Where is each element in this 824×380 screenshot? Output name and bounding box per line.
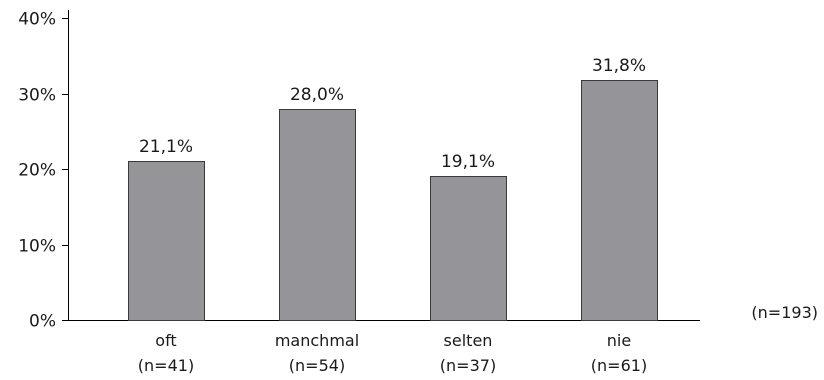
total-count-note: (n=193) [751,303,818,322]
category-label-oft: oft [155,331,176,350]
category-count-selten: (n=37) [440,356,496,375]
bar-selten [430,176,507,321]
labels: 21,1% oft (n=41) 28,0% manchmal (n=54) 19,1% se… [138,56,647,375]
value-label-manchmal: 28,0% [290,85,344,105]
y-tick-label: 0% [29,312,56,332]
category-count-oft: (n=41) [138,356,194,375]
value-label-nie: 31,8% [592,56,646,76]
category-label-nie: nie [607,331,631,350]
y-tick-label: 40% [18,10,56,30]
value-label-oft: 21,1% [139,137,193,157]
bar-manchmal [279,109,356,321]
bar-nie [581,80,658,321]
y-tick-label: 10% [18,237,56,257]
bars [128,80,658,321]
category-count-nie: (n=61) [591,356,647,375]
y-tick-label: 30% [18,86,56,106]
y-tick-label: 20% [18,161,56,181]
category-label-manchmal: manchmal [275,331,359,350]
category-count-manchmal: (n=54) [289,356,345,375]
bar-oft [128,161,205,321]
value-label-selten: 19,1% [441,152,495,172]
category-label-selten: selten [444,331,493,350]
y-axis: 0% 10% 20% 30% 40% [18,10,69,332]
